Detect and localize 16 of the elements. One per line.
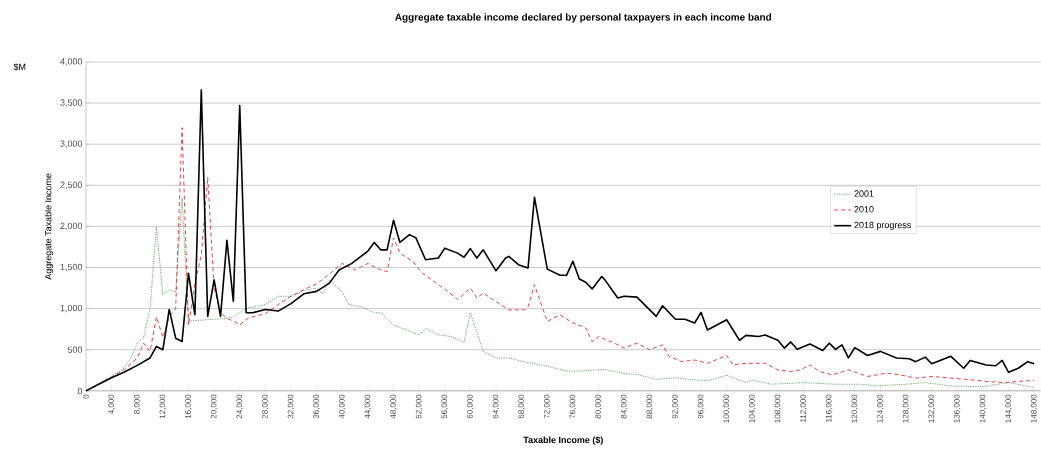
y-tick-label: 1,500	[60, 263, 83, 272]
y-tick-label: 0	[77, 387, 83, 395]
text: $M	[13, 63, 26, 71]
y-tick-label: 500	[67, 346, 83, 353]
y-tick-label: 4,000	[60, 58, 83, 66]
chart-title: Aggregate taxable income declared by personal taxpayers in each income band	[395, 13, 772, 23]
y-tick-label: 1,000	[60, 305, 83, 313]
y-tick-label: 3,500	[60, 99, 83, 107]
legend-label: 2018 progress	[854, 221, 911, 231]
y-tick-label: 3,000	[60, 140, 83, 148]
y-tick-label: 2,500	[60, 181, 83, 190]
legend-label: 2001	[854, 190, 874, 197]
legend-label: 2010	[854, 206, 874, 213]
y-tick-label: 2,000	[60, 222, 83, 231]
x-axis-title: Taxable Income ($)	[523, 436, 603, 445]
y-axis-title: Aggregate Taxable Income	[44, 173, 54, 280]
